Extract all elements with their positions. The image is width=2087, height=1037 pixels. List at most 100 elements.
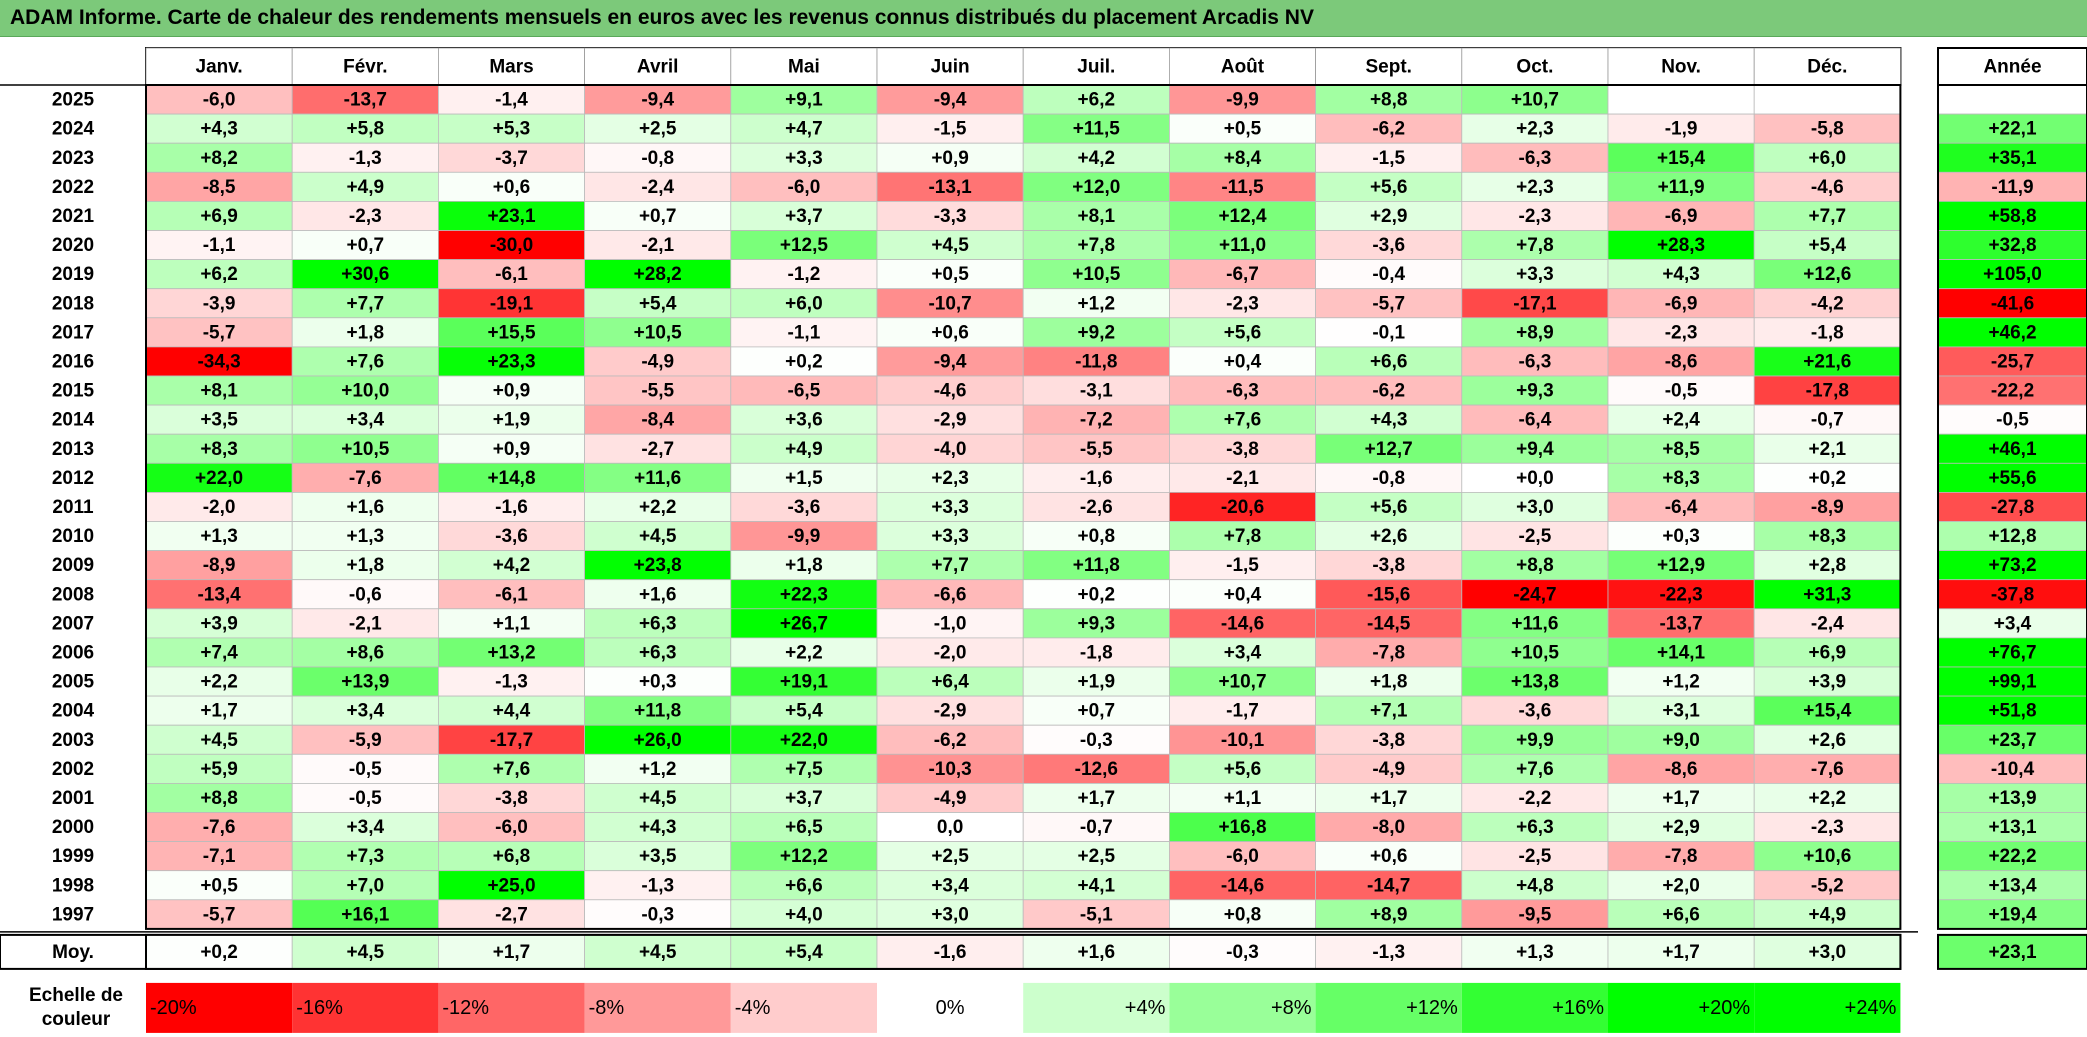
heatmap-cell-value: -14,6 xyxy=(1221,875,1264,896)
heatmap-cell-value: +2,8 xyxy=(1809,555,1847,576)
heatmap-cell-value: +3,0 xyxy=(931,904,969,925)
heatmap-cell-value: -3,8 xyxy=(1226,439,1259,460)
heatmap-cell-value: +0,6 xyxy=(1370,846,1408,867)
heatmap-cell xyxy=(1315,724,1463,755)
heatmap-cell-value: +3,5 xyxy=(200,410,238,431)
heatmap-cell-value: -6,0 xyxy=(495,817,528,838)
heatmap-cell xyxy=(1461,346,1609,377)
heatmap-cell xyxy=(1607,171,1755,202)
heatmap-cell xyxy=(876,84,1024,115)
heatmap-cell xyxy=(291,142,439,173)
heatmap-cell-value: -0,6 xyxy=(349,584,382,605)
heatmap-cell-value: +7,6 xyxy=(493,759,531,780)
heatmap-cell xyxy=(1461,142,1609,173)
heatmap-cell-value: -5,2 xyxy=(1811,875,1844,896)
heatmap-cell-value: +0,6 xyxy=(931,322,969,343)
annual-cell-value: -22,2 xyxy=(1991,381,2034,402)
heatmap-cell-value: -6,6 xyxy=(934,584,967,605)
heatmap-cell-value: +10,7 xyxy=(1511,90,1559,111)
heatmap-cell-value: -6,0 xyxy=(1226,846,1259,867)
annual-cell-value: +23,7 xyxy=(1988,730,2036,751)
heatmap-cell xyxy=(876,230,1024,261)
heatmap-cell xyxy=(1022,404,1170,435)
heatmap-cell-value: +31,3 xyxy=(1803,584,1851,605)
scale-swatch-label: -8% xyxy=(589,997,625,1019)
heatmap-cell xyxy=(1607,579,1755,610)
row-year-label: 2013 xyxy=(52,439,94,460)
annual-cell xyxy=(1937,433,2087,464)
heatmap-cell-value: -3,6 xyxy=(1519,701,1552,722)
heatmap-cell-value: +23,1 xyxy=(487,206,536,227)
grid-frame xyxy=(145,84,1902,930)
annual-cell-value: -11,9 xyxy=(1991,177,2033,198)
heatmap-cell-value: +0,4 xyxy=(1224,351,1262,372)
row-year-label: 2024 xyxy=(52,119,95,140)
heatmap-cell xyxy=(1169,142,1317,173)
heatmap-cell xyxy=(1315,404,1463,435)
heatmap-cell-value: -2,1 xyxy=(1226,468,1259,489)
annual-cell xyxy=(1937,841,2087,872)
heatmap-cell xyxy=(1461,433,1609,464)
heatmap-cell xyxy=(1753,317,1901,348)
heatmap-cell-value: +26,7 xyxy=(780,613,828,634)
row-year-label: 2010 xyxy=(52,526,94,547)
heatmap-cell xyxy=(291,695,439,726)
heatmap-cell xyxy=(1022,783,1170,813)
heatmap-cell-value: +8,8 xyxy=(1370,90,1408,111)
heatmap-cell-value: +13,8 xyxy=(1511,672,1559,693)
heatmap-cell xyxy=(1753,724,1901,755)
heatmap-cell-value: +3,9 xyxy=(200,613,238,634)
heatmap-cell-value: +0,0 xyxy=(1516,468,1554,489)
heatmap-cell-value: +5,6 xyxy=(1224,759,1262,780)
heatmap-cell-value: -1,6 xyxy=(495,497,528,518)
scale-swatch-label: +24% xyxy=(1845,997,1897,1019)
heatmap-cell-value: -7,6 xyxy=(203,817,236,838)
heatmap-cell-value: +3,7 xyxy=(785,206,823,227)
heatmap-cell xyxy=(1022,462,1170,493)
annual-cell xyxy=(1937,84,2087,115)
month-header-label: Nov. xyxy=(1661,57,1701,78)
heatmap-cell-value: -9,5 xyxy=(1519,904,1552,925)
heatmap-cell-value: -5,9 xyxy=(349,730,382,751)
heatmap-cell-value: +7,6 xyxy=(1516,759,1554,780)
heatmap-cell xyxy=(291,491,439,522)
heatmap-cell-value: -2,5 xyxy=(1519,526,1552,547)
heatmap-cell xyxy=(730,724,878,755)
heatmap-cell xyxy=(1315,171,1463,202)
heatmap-cell xyxy=(1022,753,1170,784)
annual-cell xyxy=(1937,608,2087,639)
heatmap-cell-value: +4,2 xyxy=(1078,148,1116,169)
average-cell-value: +4,5 xyxy=(347,942,385,963)
heatmap-cell-value: +1,8 xyxy=(347,555,385,576)
heatmap-cell-value: +1,2 xyxy=(639,759,677,780)
heatmap-cell-value: +4,7 xyxy=(785,119,823,140)
heatmap-cell-value: -2,1 xyxy=(349,613,382,634)
heatmap-cell-value: -1,3 xyxy=(349,148,382,169)
scale-swatch xyxy=(1315,982,1462,1033)
heatmap-cell-value: +0,6 xyxy=(493,177,531,198)
scale-swatch xyxy=(1023,982,1170,1033)
heatmap-cell-value: +4,3 xyxy=(1370,410,1408,431)
heatmap-cell-value: +2,2 xyxy=(1809,788,1847,809)
heatmap-cell xyxy=(145,812,293,843)
heatmap-cell-value: +16,8 xyxy=(1218,817,1266,838)
average-cell xyxy=(730,934,878,970)
heatmap-cell-value: -1,4 xyxy=(495,90,528,111)
heatmap-cell xyxy=(1169,841,1317,872)
heatmap-cell xyxy=(1315,783,1463,813)
heatmap-cell xyxy=(1022,317,1170,348)
average-cell xyxy=(1753,934,1901,970)
heatmap-cell-value: -6,4 xyxy=(1519,410,1552,431)
heatmap-cell-value: +4,9 xyxy=(1809,904,1847,925)
heatmap-cell xyxy=(1022,550,1170,581)
heatmap-cell-value: -15,6 xyxy=(1367,584,1410,605)
heatmap-cell xyxy=(1169,317,1317,348)
scale-swatch-label: -20% xyxy=(150,997,197,1019)
heatmap-cell-value: +0,5 xyxy=(931,264,969,285)
heatmap-cell xyxy=(876,346,1024,377)
average-annual-cell xyxy=(1937,933,2087,970)
heatmap-cell-value: +2,2 xyxy=(785,642,823,663)
heatmap-cell-value: -12,6 xyxy=(1075,759,1118,780)
heatmap-cell-value: +4,8 xyxy=(1516,875,1554,896)
scale-swatch-label: -4% xyxy=(735,997,771,1019)
